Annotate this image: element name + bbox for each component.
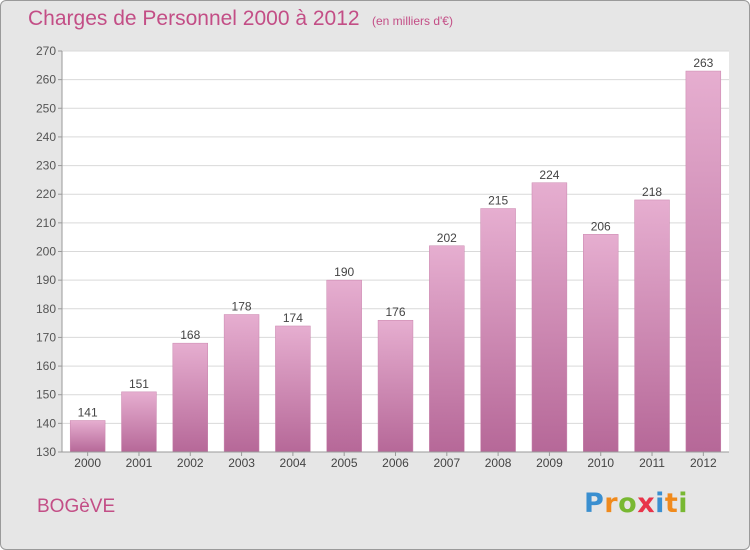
bar-value-label: 168 [180,328,200,342]
logo-letter: P [584,488,605,519]
proxiti-logo[interactable]: Proxiti [584,488,688,519]
x-tick-label: 2011 [639,456,665,470]
logo-letter: o [618,488,638,519]
x-tick-label: 2004 [280,456,307,470]
bar [377,319,414,453]
chart-title: Charges de Personnel 2000 à 2012 [28,7,360,30]
x-tick-label: 2012 [690,456,717,470]
x-axis-ticks: 2000 2001 2002 2003 2004 2005 2006 2007 2008 2009… [74,452,717,470]
bar-value-label: 174 [283,311,303,325]
y-tick-label: 170 [36,330,56,344]
bar-value-label: 206 [591,219,611,233]
y-tick-label: 160 [36,359,56,373]
x-tick-label: 2007 [433,456,460,470]
bar [326,279,362,453]
bar [172,342,208,453]
bar-value-label: 178 [232,300,252,314]
y-tick-label: 240 [36,130,56,144]
bar-value-label: 190 [334,265,354,279]
bar-value-label: 151 [129,377,149,391]
bar [583,234,619,453]
y-tick-label: 260 [36,73,56,87]
x-tick-label: 2010 [587,456,614,470]
bar-value-label: 202 [437,231,457,245]
bar [531,182,568,453]
bar [275,325,311,453]
x-tick-label: 2000 [74,456,101,470]
y-tick-label: 200 [36,245,56,259]
y-tick-label: 270 [36,44,56,58]
x-tick-label: 2003 [228,456,255,470]
x-tick-label: 2001 [126,456,153,470]
bar [685,70,722,453]
logo-letter: r [604,488,619,519]
bar-value-label: 224 [539,168,559,182]
bar [480,208,516,453]
bar-value-label: 263 [693,56,713,70]
x-tick-label: 2002 [177,456,204,470]
logo-letter: i [655,488,665,519]
bars [69,70,722,453]
logo-letter: i [678,488,689,519]
y-tick-label: 130 [36,445,56,459]
x-tick-label: 2005 [331,456,358,470]
y-tick-label: 150 [36,388,56,402]
y-tick-label: 210 [36,216,56,230]
x-tick-label: 2008 [485,456,512,470]
bar [429,245,465,453]
commune-name: BOGèVE [37,496,116,517]
y-tick-label: 190 [36,273,56,287]
y-axis-ticks: 130 140 150 160 170 180 190 200 210 220 230 240 250 2… [36,44,62,459]
x-tick-label: 2006 [382,456,409,470]
bar [121,391,157,453]
bar [69,420,106,453]
bar-value-label: 176 [385,305,405,319]
data-labels: 141 151 168 178 174 190 176 202 215 224 206 218 263 [78,56,714,419]
y-tick-label: 250 [36,101,56,115]
bar [634,199,670,453]
logo-letter: x [637,488,656,519]
bar-value-label: 218 [642,185,662,199]
y-tick-label: 180 [36,302,56,316]
chart-subtitle: (en milliers d'€) [372,14,453,28]
bar-value-label: 141 [78,405,98,419]
x-tick-label: 2009 [536,456,563,470]
logo-letter: t [664,488,679,519]
y-tick-label: 140 [36,416,56,430]
bar-value-label: 215 [488,194,508,208]
bar [223,314,260,453]
y-tick-label: 230 [36,159,56,173]
y-tick-label: 220 [36,187,56,201]
